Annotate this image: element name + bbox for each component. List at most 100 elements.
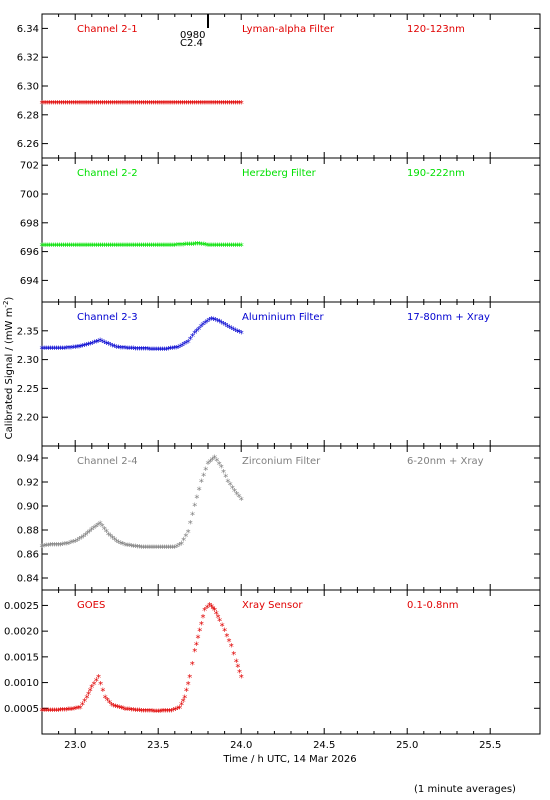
data-point: * — [78, 704, 83, 715]
data-point: * — [92, 680, 97, 691]
data-point: * — [183, 532, 188, 543]
data-point: * — [125, 344, 130, 355]
data-point: * — [217, 241, 222, 252]
data-point: * — [84, 341, 89, 352]
data-point: * — [56, 706, 61, 717]
data-point: * — [94, 676, 99, 687]
data-point: * — [174, 344, 179, 355]
data-point: * — [221, 468, 226, 479]
band-label: 190-222nm — [407, 168, 465, 179]
data-point: * — [112, 536, 117, 547]
panel-5: 0.0005 0.0010 0.0015 0.0020 0.0025 GOES Xray S… — [4, 589, 541, 735]
data-point: * — [135, 543, 140, 554]
data-point: * — [133, 345, 138, 356]
data-point: * — [186, 338, 191, 349]
data-point: * — [170, 241, 175, 252]
data-point: * — [69, 99, 74, 110]
data-point: * — [184, 339, 189, 350]
data-point: * — [213, 241, 218, 252]
data-point: * — [127, 706, 132, 717]
data-point: * — [171, 706, 176, 717]
data-point: * — [81, 533, 86, 544]
data-point: * — [229, 324, 234, 335]
data-point: * — [176, 241, 181, 252]
data-point: * — [197, 627, 202, 638]
data-point: * — [135, 345, 140, 356]
data-point: * — [145, 99, 150, 110]
data-point: * — [44, 542, 49, 553]
data-point: * — [199, 240, 204, 251]
data-point: * — [69, 344, 74, 355]
data-point: * — [152, 544, 157, 555]
data-point: * — [118, 344, 123, 355]
data-point: * — [82, 342, 87, 353]
data-point: * — [106, 99, 111, 110]
data-point: * — [89, 683, 94, 694]
data-point: * — [92, 241, 97, 252]
panel-frame — [41, 445, 541, 591]
data-point: * — [219, 241, 224, 252]
data-point: * — [169, 707, 174, 718]
data-point: * — [96, 673, 101, 684]
data-point: * — [108, 241, 113, 252]
data-point: * — [230, 484, 235, 495]
data-point: * — [123, 344, 128, 355]
data-point: * — [67, 241, 72, 252]
data-point: * — [86, 690, 91, 701]
data-point: * — [125, 99, 130, 110]
data-point: * — [129, 241, 134, 252]
y-tick-label: 0.84 — [17, 574, 39, 585]
data-point: * — [186, 680, 191, 691]
data-point: * — [71, 99, 76, 110]
data-point: * — [228, 481, 233, 492]
channel-label: Channel 2-2 — [77, 168, 138, 179]
data-point: * — [219, 319, 224, 330]
data-point: * — [84, 99, 89, 110]
data-point: * — [199, 620, 204, 631]
data-point: * — [66, 706, 71, 717]
data-point: * — [180, 99, 185, 110]
channel-label: Channel 2-3 — [77, 312, 138, 323]
data-point: * — [114, 99, 119, 110]
data-point: * — [149, 241, 154, 252]
data-point: * — [85, 529, 90, 540]
data-point: * — [233, 99, 238, 110]
data-point: * — [127, 344, 132, 355]
data-point: * — [41, 99, 46, 110]
data-point: * — [190, 660, 195, 671]
data-point: * — [52, 345, 57, 356]
filter-label: Xray Sensor — [242, 600, 303, 611]
data-point: * — [114, 344, 119, 355]
data-point: * — [108, 341, 113, 352]
band-label: 120-123nm — [407, 24, 465, 35]
data-point: * — [66, 539, 71, 550]
y-tick-label: 6.30 — [17, 82, 39, 93]
filter-label: Zirconium Filter — [242, 456, 321, 467]
data-point: * — [145, 241, 150, 252]
data-point: * — [156, 345, 161, 356]
panel-3: 2.20 2.25 2.30 2.35 Channel 2-3 Aluminium Fil… — [17, 301, 541, 447]
data-point: * — [173, 705, 178, 716]
data-point: * — [82, 697, 87, 708]
data-point: * — [57, 99, 62, 110]
y-tick-label: 698 — [20, 218, 39, 229]
data-point: * — [73, 344, 78, 355]
data-point: * — [170, 99, 175, 110]
data-point: * — [192, 502, 197, 513]
band-label: 17-80nm + Xray — [407, 312, 490, 323]
data-point: * — [141, 99, 146, 110]
data-point: * — [208, 458, 213, 469]
data-point: * — [123, 705, 128, 716]
data-point: * — [181, 536, 186, 547]
data-point: * — [145, 345, 150, 356]
data-point: * — [176, 99, 181, 110]
data-point: * — [42, 345, 47, 356]
data-point: * — [94, 241, 99, 252]
data-point: * — [51, 241, 56, 252]
data-point: * — [179, 241, 184, 252]
data-point: * — [62, 706, 67, 717]
data-point: * — [166, 544, 171, 555]
data-point: * — [137, 241, 142, 252]
data-point: * — [196, 325, 201, 336]
data-point: * — [151, 241, 156, 252]
